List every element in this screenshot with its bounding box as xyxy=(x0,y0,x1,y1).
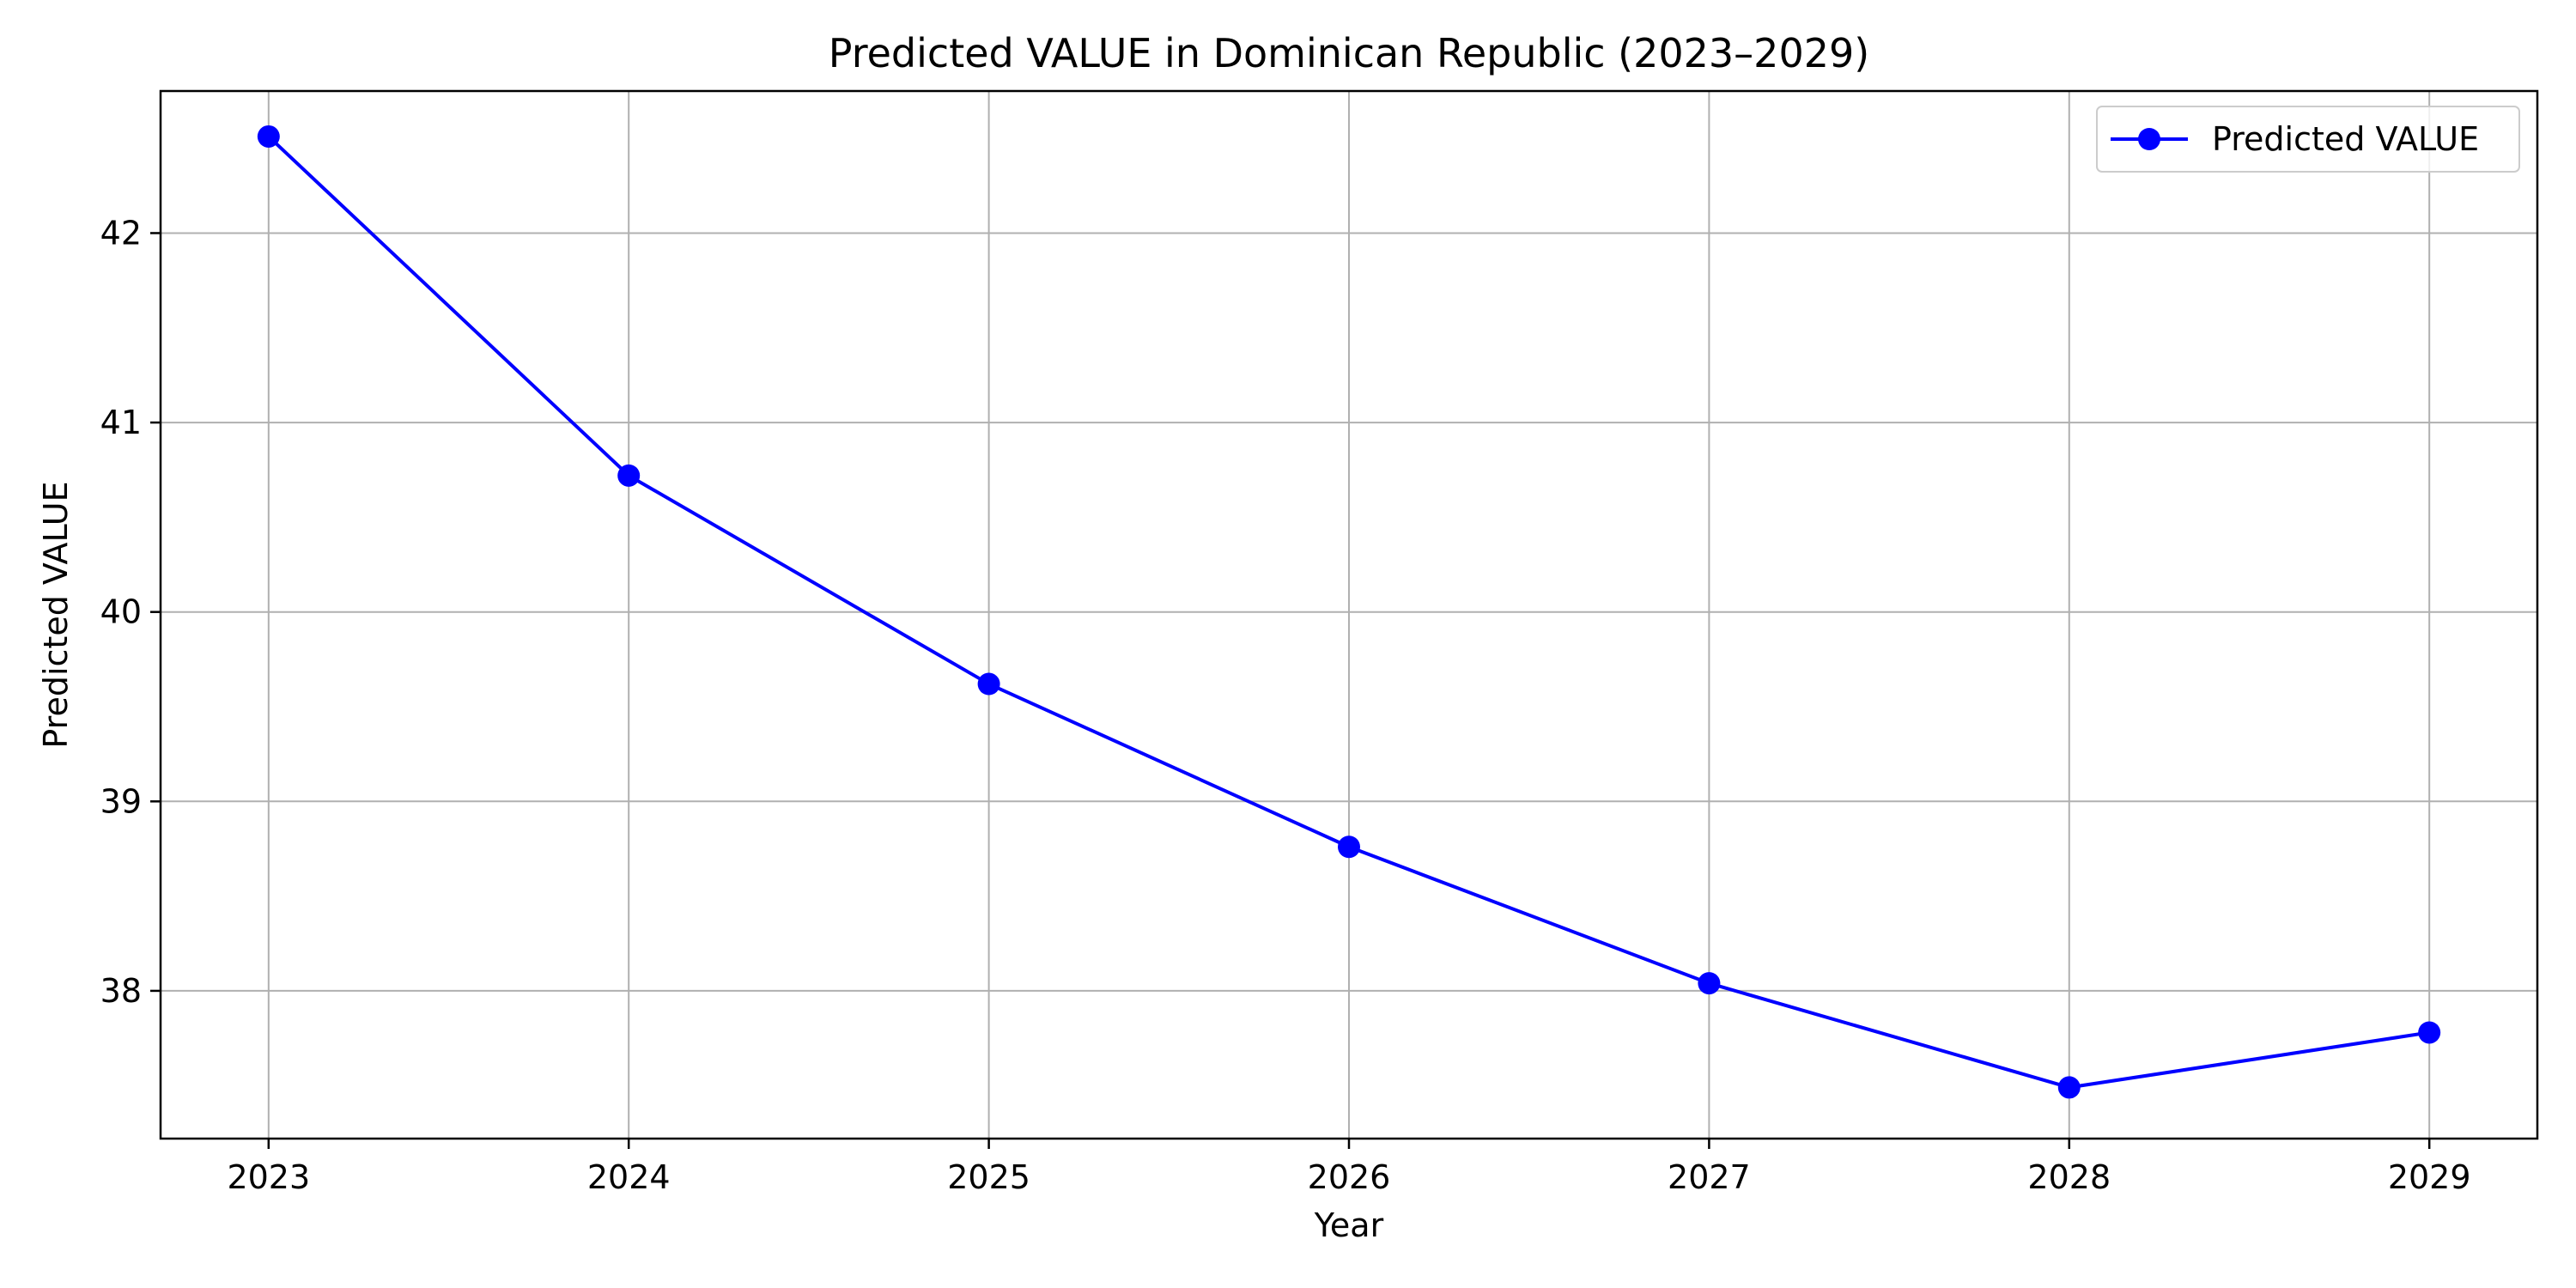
x-axis-label: Year xyxy=(1314,1206,1384,1244)
y-axis-label: Predicted VALUE xyxy=(37,481,75,748)
x-tick-label: 2029 xyxy=(2388,1158,2471,1196)
legend-frame xyxy=(2096,106,2520,173)
x-tick-label: 2024 xyxy=(587,1158,671,1196)
y-tick-label: 42 xyxy=(100,214,142,252)
y-tick-label: 41 xyxy=(100,404,142,441)
y-tick-label: 40 xyxy=(100,593,142,631)
x-tick-label: 2025 xyxy=(947,1158,1030,1196)
legend: Predicted VALUE xyxy=(2096,106,2520,173)
data-point xyxy=(2057,1076,2081,1099)
legend-label: Predicted VALUE xyxy=(2212,120,2479,158)
y-tick-label: 39 xyxy=(100,782,142,820)
x-tick-label: 2023 xyxy=(227,1158,310,1196)
x-tick-label: 2027 xyxy=(1668,1158,1751,1196)
x-axis: 2023 2024 2025 2026 2027 2028 2029 xyxy=(227,1139,2471,1196)
data-point xyxy=(1338,835,1360,859)
data-point xyxy=(1698,972,1721,995)
data-point xyxy=(2418,1021,2441,1044)
y-axis: 38 39 40 41 42 xyxy=(100,214,161,1010)
y-tick-label: 38 xyxy=(100,972,142,1010)
data-point xyxy=(617,464,641,487)
data-point xyxy=(257,125,280,148)
chart-title: Predicted VALUE in Dominican Republic (2… xyxy=(829,30,1869,76)
series-layer xyxy=(257,125,2441,1099)
grid xyxy=(161,91,2537,1139)
legend-marker-swatch xyxy=(2138,128,2160,150)
x-tick-label: 2026 xyxy=(1308,1158,1391,1196)
data-point xyxy=(977,672,1000,696)
x-tick-label: 2028 xyxy=(2027,1158,2111,1196)
